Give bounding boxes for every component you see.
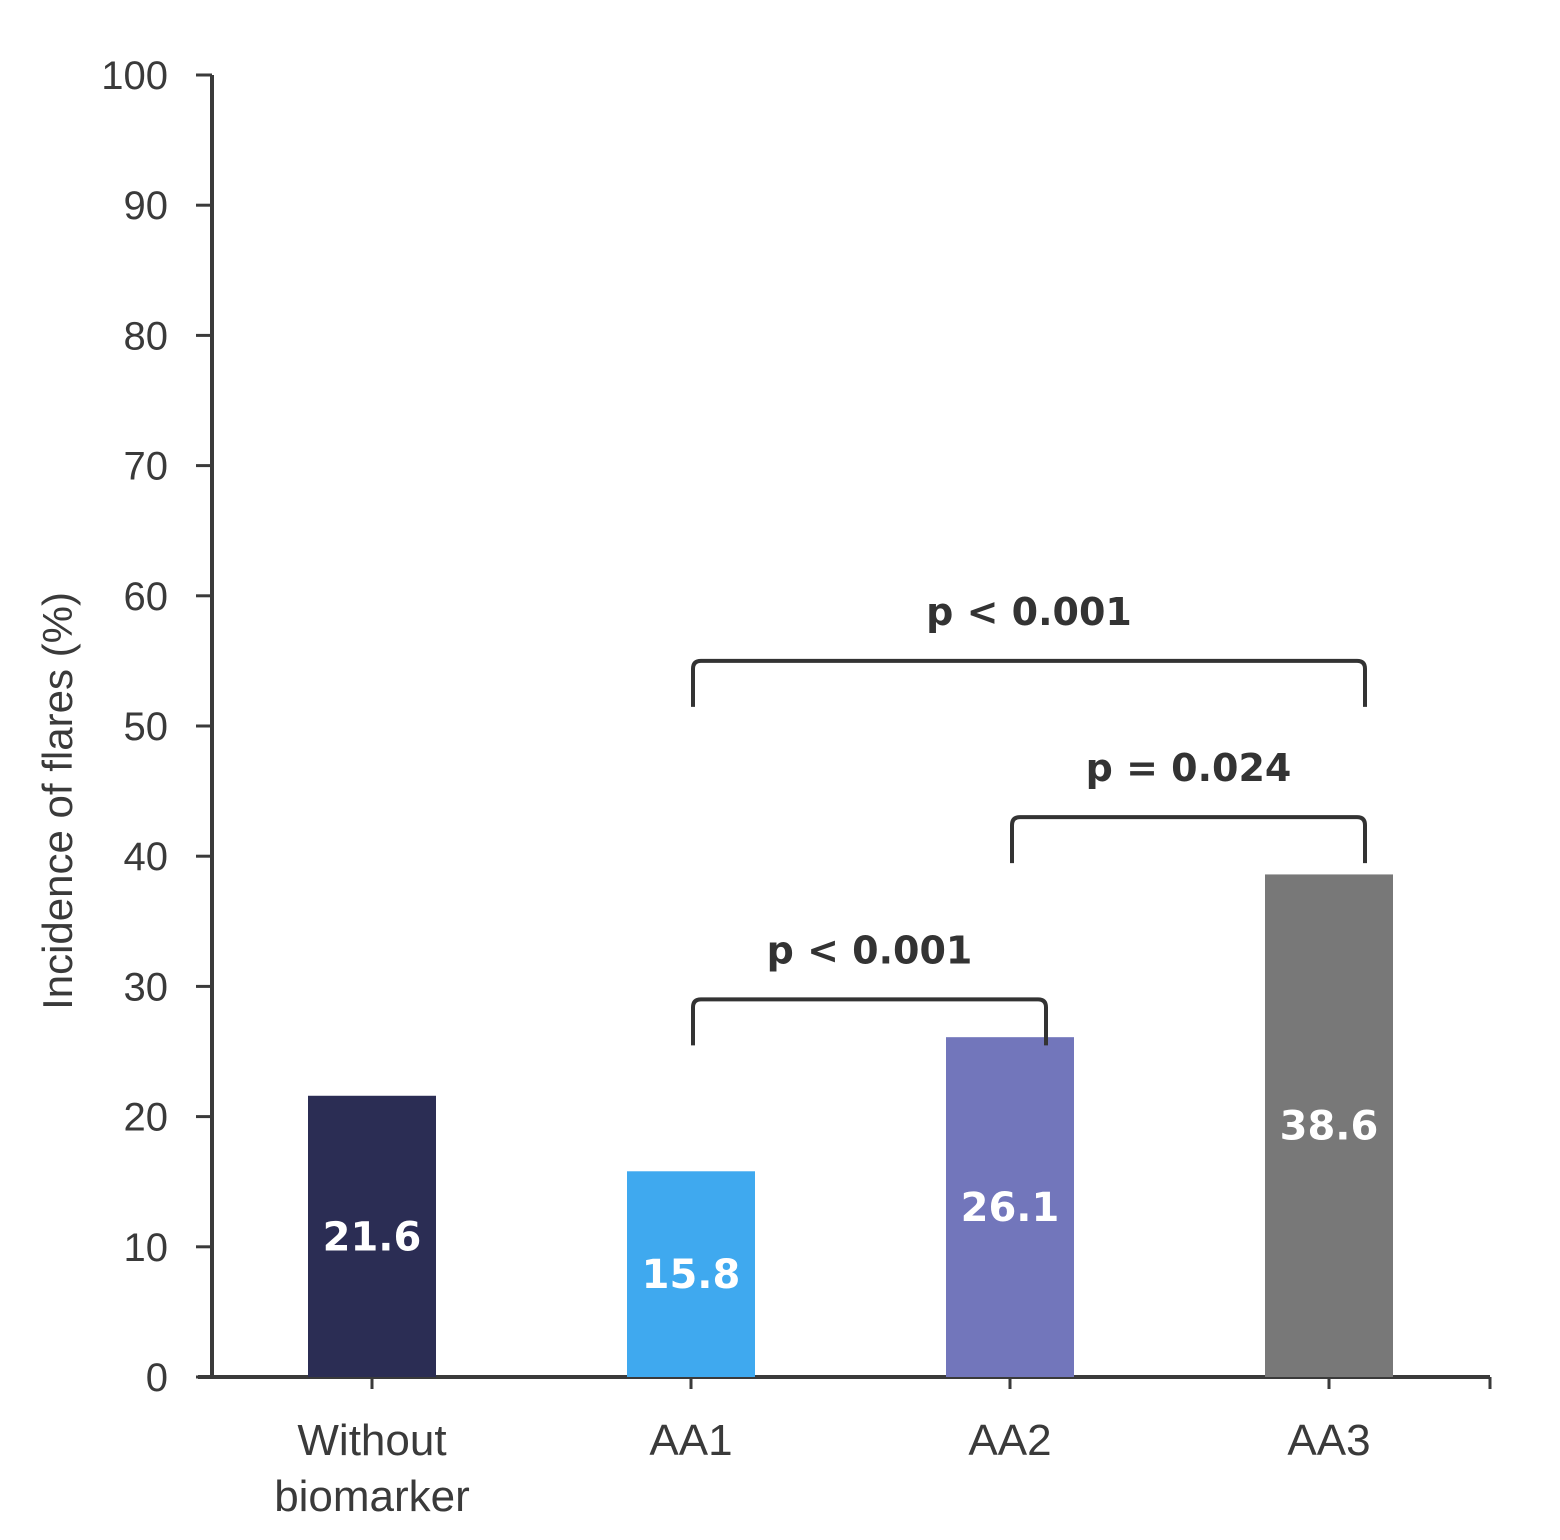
bar <box>946 1037 1074 1377</box>
significance-bracket <box>691 658 1367 707</box>
x-tick-label: Without <box>297 1416 446 1465</box>
y-tick-label: 20 <box>124 1096 169 1140</box>
y-tick-label: 90 <box>124 184 169 228</box>
y-tick-label: 0 <box>146 1356 168 1400</box>
significance-bracket <box>691 997 1048 1046</box>
x-axis: Without biomarker AA1 AA2 AA3 <box>198 1375 1492 1521</box>
p-value-label: p = 0.024 <box>1086 746 1292 790</box>
bar-value-label: 21.6 <box>323 1214 422 1260</box>
bar-value-label: 38.6 <box>1280 1104 1379 1150</box>
y-tick-label: 30 <box>124 965 169 1009</box>
bar <box>1265 874 1393 1377</box>
x-tick-label: biomarker <box>274 1472 470 1521</box>
y-tick-label: 10 <box>124 1226 169 1270</box>
y-tick-label: 40 <box>124 835 169 879</box>
bar <box>627 1171 755 1377</box>
x-tick-label: AA2 <box>968 1416 1051 1465</box>
x-tick-label: AA1 <box>649 1416 732 1465</box>
y-tick-label: 100 <box>101 54 168 98</box>
y-axis-title: Incidence of flares (%) <box>34 592 81 1010</box>
p-value-label: p < 0.001 <box>767 928 973 972</box>
y-axis: 0 10 20 30 40 50 60 70 80 90 100 <box>101 54 214 1400</box>
y-tick-label: 70 <box>124 445 169 489</box>
bars: 21.6 15.8 26.1 38.6 <box>308 874 1393 1377</box>
y-tick-label: 60 <box>124 575 169 619</box>
y-tick-label: 80 <box>124 314 169 358</box>
y-tick-label: 50 <box>124 705 169 749</box>
bar <box>308 1095 436 1377</box>
bar-value-label: 26.1 <box>961 1185 1060 1231</box>
significance-bracket <box>1010 815 1367 864</box>
x-tick-label: AA3 <box>1287 1416 1370 1465</box>
significance-brackets: p < 0.001 p = 0.024 p < 0.001 <box>691 590 1367 1046</box>
p-value-label: p < 0.001 <box>926 590 1132 634</box>
bar-value-label: 15.8 <box>642 1252 741 1298</box>
